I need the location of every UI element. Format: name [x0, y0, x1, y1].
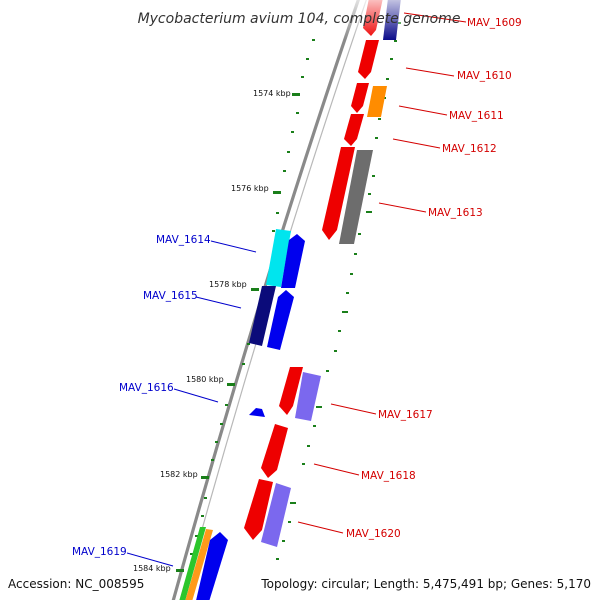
gene-arrow-mav-1611-orange[interactable] — [367, 86, 387, 117]
gene-label-mav-1612[interactable]: MAV_1612 — [442, 143, 497, 155]
gene-label-mav-1619[interactable]: MAV_1619 — [72, 546, 127, 558]
minus-label-leaders — [126, 240, 257, 567]
gene-arrow-mav-1613-grey[interactable] — [339, 150, 373, 244]
gene-label-mav-1617[interactable]: MAV_1617 — [378, 409, 433, 421]
tick-label-1580: 1580 kbp — [186, 375, 224, 384]
gene-label-mav-1615[interactable]: MAV_1615 — [143, 290, 198, 302]
plus-gene-labels: MAV_1609 MAV_1610 MAV_1611 MAV_1612 MAV_… — [346, 17, 522, 540]
gene-arrow-mav-1618[interactable] — [261, 424, 288, 478]
gene-arrow-mav-1619-green[interactable] — [178, 527, 206, 600]
gene-label-mav-1609[interactable]: MAV_1609 — [467, 17, 522, 29]
minus-strand-genes — [178, 229, 305, 600]
gene-label-mav-1616[interactable]: MAV_1616 — [119, 382, 174, 394]
gene-arrow-mav-1620[interactable] — [244, 479, 273, 540]
gene-arrow-mav-1616[interactable] — [249, 408, 265, 417]
scale-tick-labels: 1574 kbp 1576 kbp 1578 kbp 1580 kbp 1582… — [133, 89, 291, 573]
tick-label-1576: 1576 kbp — [231, 184, 269, 193]
plus-label-leaders — [297, 12, 467, 534]
title-fade — [0, 0, 600, 40]
gene-arrow-mav-1613[interactable] — [322, 147, 355, 240]
gene-arrow-mav-1615-blue[interactable] — [267, 290, 294, 350]
tick-label-1584: 1584 kbp — [133, 564, 171, 573]
scale-ticks — [176, 93, 300, 572]
gene-label-mav-1613[interactable]: MAV_1613 — [428, 207, 483, 219]
gene-arrow-mav-1610[interactable] — [358, 40, 379, 79]
gene-arrow-mav-1611[interactable] — [351, 83, 369, 113]
gene-label-mav-1614[interactable]: MAV_1614 — [156, 234, 211, 246]
gene-arrow-mav-1617-purple[interactable] — [295, 372, 321, 421]
gene-label-mav-1611[interactable]: MAV_1611 — [449, 110, 504, 122]
minus-gene-labels: MAV_1614 MAV_1615 MAV_1616 MAV_1619 — [72, 234, 211, 558]
gene-label-mav-1610[interactable]: MAV_1610 — [457, 70, 512, 82]
map-title: Mycobacterium avium 104, complete genome — [138, 11, 461, 27]
accession-text: Accession: NC_008595 — [8, 577, 145, 591]
gene-arrow-mav-1619-orange[interactable] — [184, 529, 213, 600]
gene-arrow-mav-1612[interactable] — [344, 114, 364, 146]
gene-arrow-mav-1614[interactable] — [266, 229, 291, 287]
genome-summary-text: Topology: circular; Length: 5,475,491 bp… — [261, 577, 591, 591]
gene-label-mav-1618[interactable]: MAV_1618 — [361, 470, 416, 482]
gene-arrow-mav-1614-blue[interactable] — [281, 234, 305, 288]
tick-label-1578: 1578 kbp — [209, 280, 247, 289]
gene-arrow-mav-1620-purple[interactable] — [261, 483, 291, 547]
gene-arrow-mav-1619-blue[interactable] — [195, 532, 228, 600]
tick-label-1582: 1582 kbp — [160, 470, 198, 479]
gene-arrow-mav-1615[interactable] — [249, 286, 276, 346]
tick-label-1574: 1574 kbp — [253, 89, 291, 98]
gene-label-mav-1620[interactable]: MAV_1620 — [346, 528, 401, 540]
gene-arrow-mav-1617[interactable] — [279, 367, 303, 415]
